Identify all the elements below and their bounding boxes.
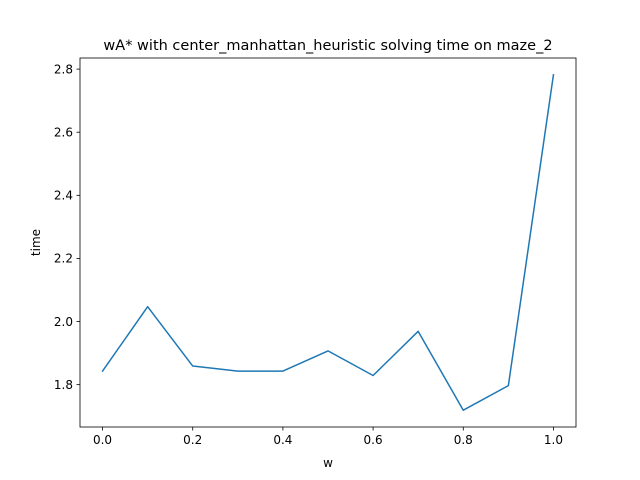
y-tick-label: 2.2 (54, 252, 73, 266)
chart-title: wA* with center_manhattan_heuristic solv… (103, 38, 552, 54)
x-axis-ticks: 0.0 0.2 0.4 0.6 0.8 1.0 (93, 427, 563, 447)
y-tick-label: 2.0 (54, 315, 73, 329)
y-tick-label: 1.8 (54, 378, 73, 392)
x-tick-label: 0.6 (364, 433, 383, 447)
series-line (101, 73, 555, 411)
y-tick-label: 2.8 (54, 62, 73, 76)
y-axis-label: time (29, 229, 43, 256)
x-tick-label: 0.0 (93, 433, 112, 447)
x-axis-label: w (323, 456, 333, 470)
y-tick-label: 2.6 (54, 126, 73, 140)
y-tick-label: 2.4 (54, 189, 73, 203)
x-tick-label: 0.2 (183, 433, 202, 447)
x-tick-label: 1.0 (544, 433, 563, 447)
series-group (101, 73, 555, 411)
x-tick-label: 0.8 (454, 433, 473, 447)
plot-frame (79, 57, 577, 428)
y-axis-ticks: 1.8 2.0 2.2 2.4 2.6 2.8 (54, 62, 80, 392)
x-tick-label: 0.4 (273, 433, 292, 447)
